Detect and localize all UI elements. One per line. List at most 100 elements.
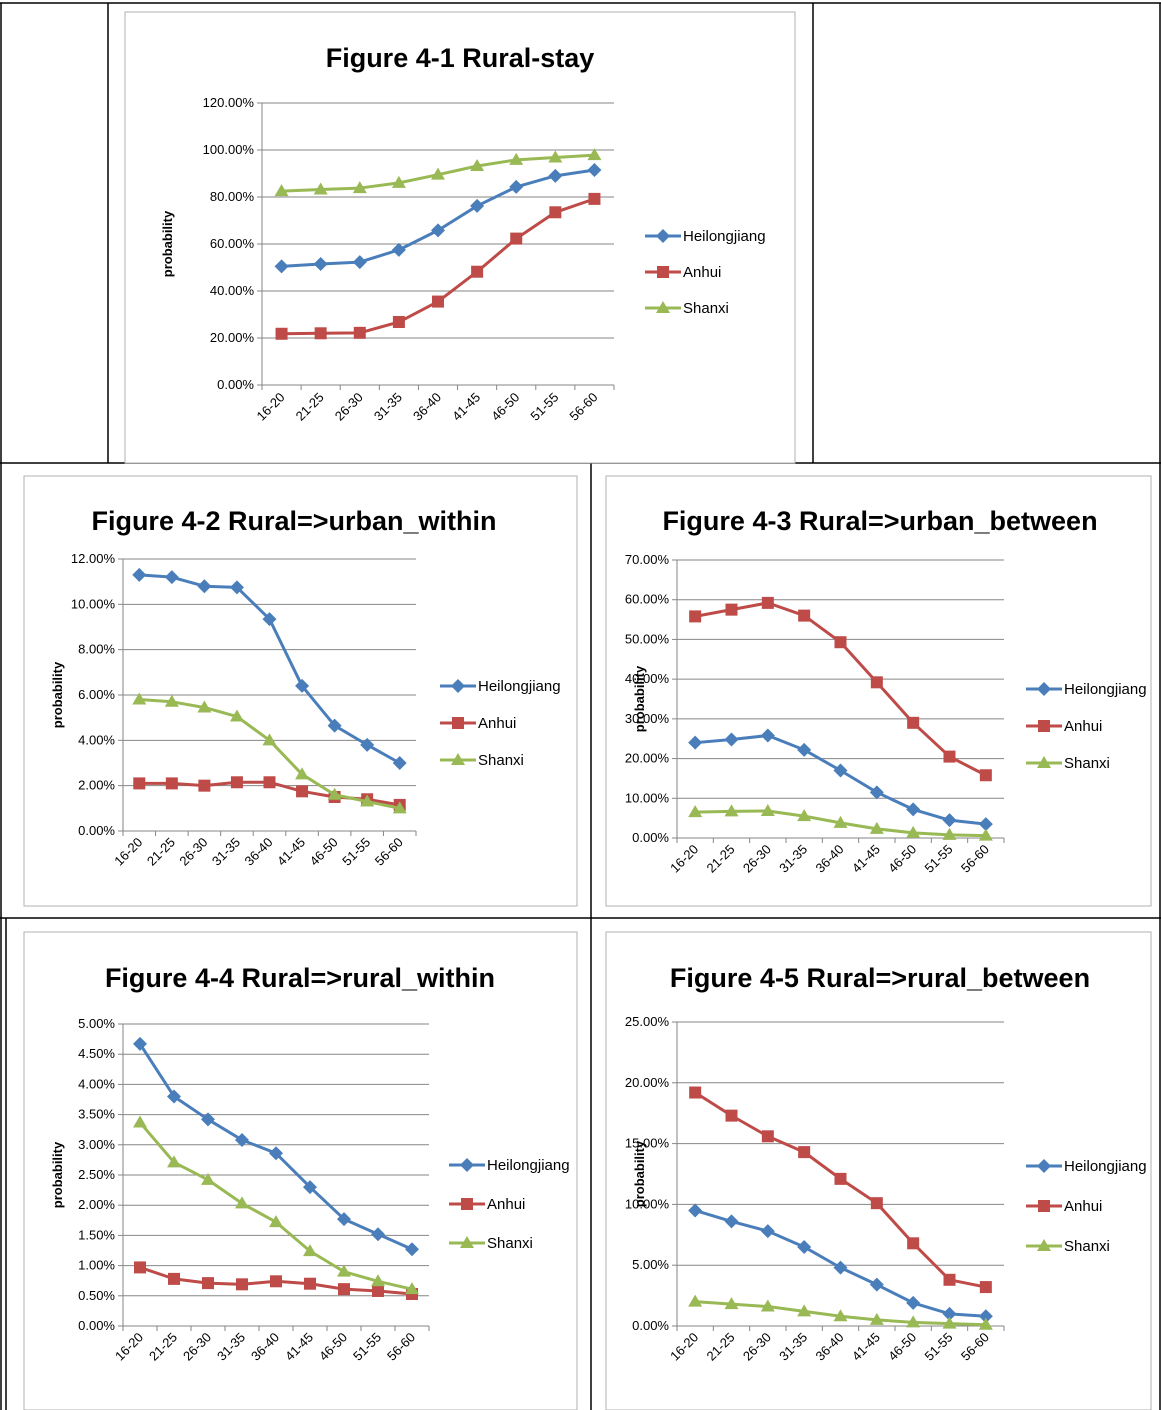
data-point-anhui	[689, 610, 702, 623]
data-point-anhui	[230, 776, 243, 789]
legend-marker-anhui	[452, 717, 464, 729]
data-point-heilongjiang	[164, 570, 179, 585]
legend-label-shanxi: Shanxi	[478, 752, 524, 769]
data-point-heilongjiang	[431, 223, 445, 238]
legend-label-heilongjiang: Heilongjiang	[683, 228, 766, 245]
data-point-anhui	[236, 1278, 248, 1291]
data-point-shanxi	[229, 709, 244, 722]
data-point-heilongjiang	[548, 168, 563, 183]
data-point-anhui	[834, 1172, 847, 1185]
data-point-heilongjiang	[869, 785, 884, 800]
data-point-anhui	[198, 779, 211, 792]
data-point-heilongjiang	[392, 756, 407, 770]
data-point-heilongjiang	[133, 1036, 147, 1051]
data-point-anhui	[907, 1237, 920, 1250]
data-point-anhui	[275, 327, 288, 340]
y-tick-label: 8.00%	[78, 642, 115, 657]
legend-label-heilongjiang: Heilongjiang	[487, 1157, 570, 1174]
y-tick-label: 15.00%	[625, 1136, 670, 1151]
data-point-shanxi	[548, 150, 563, 163]
data-point-heilongjiang	[906, 1295, 921, 1310]
data-point-shanxi	[295, 767, 310, 780]
data-point-shanxi	[164, 694, 179, 707]
data-point-anhui	[510, 232, 523, 245]
data-point-shanxi	[760, 1299, 775, 1312]
y-tick-label: 40.00%	[625, 671, 670, 686]
data-point-shanxi	[724, 804, 739, 817]
data-point-shanxi	[391, 175, 406, 188]
data-point-anhui	[549, 206, 562, 219]
legend-label-anhui: Anhui	[683, 264, 721, 281]
y-tick-label: 6.00%	[78, 687, 115, 702]
data-point-heilongjiang	[797, 1239, 812, 1254]
data-point-anhui	[133, 777, 146, 790]
data-point-anhui	[314, 327, 327, 340]
data-point-anhui	[263, 776, 276, 789]
data-point-heilongjiang	[132, 567, 147, 582]
data-point-shanxi	[833, 815, 848, 828]
y-tick-label: 12.00%	[71, 551, 116, 566]
data-point-shanxi	[470, 158, 485, 171]
data-point-shanxi	[724, 1297, 739, 1310]
data-point-anhui	[761, 1130, 774, 1143]
y-tick-label: 3.50%	[78, 1107, 115, 1122]
data-point-heilongjiang	[906, 802, 921, 817]
legend-label-heilongjiang: Heilongjiang	[478, 678, 561, 695]
data-point-heilongjiang	[201, 1112, 215, 1127]
data-point-shanxi	[269, 1215, 283, 1228]
data-point-anhui	[432, 295, 444, 308]
legend-marker-heilongjiang	[656, 229, 670, 243]
data-point-anhui	[798, 1146, 811, 1159]
data-point-shanxi	[201, 1172, 215, 1185]
chart-title: Figure 4-4 Rural=>rural_within	[105, 963, 495, 993]
data-point-shanxi	[197, 700, 212, 713]
data-point-heilongjiang	[797, 742, 812, 757]
y-tick-label: 50.00%	[625, 631, 670, 646]
legend-label-anhui: Anhui	[478, 715, 516, 732]
legend-marker-heilongjiang	[1037, 1159, 1051, 1173]
data-point-heilongjiang	[587, 162, 602, 177]
data-point-shanxi	[688, 805, 703, 818]
data-point-heilongjiang	[405, 1242, 419, 1257]
data-point-heilongjiang	[371, 1227, 385, 1242]
data-point-heilongjiang	[833, 1260, 848, 1275]
data-point-shanxi	[688, 1294, 703, 1307]
chart-title: Figure 4-5 Rural=>rural_between	[670, 963, 1090, 993]
data-point-heilongjiang	[229, 580, 244, 595]
data-point-anhui	[943, 750, 956, 763]
data-point-shanxi	[833, 1309, 848, 1322]
data-point-shanxi	[906, 1315, 921, 1328]
y-tick-label: 3.00%	[78, 1137, 115, 1152]
y-tick-label: 0.50%	[78, 1288, 115, 1303]
data-point-shanxi	[132, 692, 147, 705]
data-point-shanxi	[509, 152, 524, 165]
y-tick-label: 2.00%	[78, 1197, 115, 1212]
y-tick-label: 10.00%	[71, 596, 116, 611]
chart-title: Figure 4-2 Rural=>urban_within	[91, 506, 496, 536]
legend-marker-shanxi	[451, 753, 465, 765]
legend-marker-shanxi	[460, 1236, 474, 1248]
data-point-shanxi	[392, 801, 407, 814]
y-tick-label: 0.00%	[78, 823, 115, 838]
legend-marker-anhui	[461, 1198, 473, 1210]
data-point-shanxi	[167, 1155, 181, 1168]
data-point-shanxi	[978, 828, 993, 841]
data-point-anhui	[943, 1273, 956, 1286]
legend-label-anhui: Anhui	[1064, 718, 1102, 735]
data-point-anhui	[725, 1109, 738, 1122]
data-point-heilongjiang	[688, 1203, 703, 1218]
data-point-anhui	[202, 1277, 214, 1290]
y-tick-label: 10.00%	[625, 1196, 670, 1211]
data-point-heilongjiang	[269, 1146, 283, 1161]
data-point-anhui	[979, 769, 992, 782]
legend-marker-heilongjiang	[451, 679, 465, 693]
data-point-heilongjiang	[724, 732, 739, 747]
data-point-heilongjiang	[978, 817, 993, 832]
y-tick-label: 0.00%	[632, 830, 669, 845]
data-point-anhui	[304, 1277, 316, 1290]
legend-label-anhui: Anhui	[487, 1196, 525, 1213]
y-axis-label: probability	[632, 1140, 647, 1207]
y-tick-label: 1.50%	[78, 1227, 115, 1242]
y-tick-label: 5.00%	[78, 1016, 115, 1031]
